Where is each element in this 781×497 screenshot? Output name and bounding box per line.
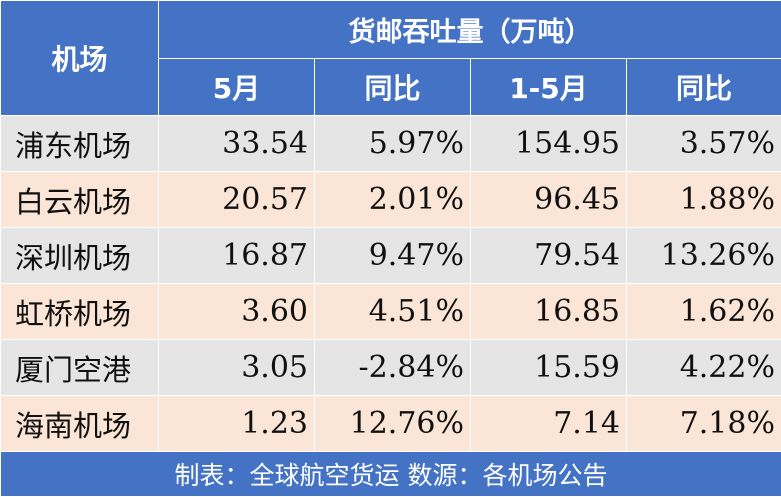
ytd-yoy-value: 3.57% bbox=[627, 116, 781, 172]
table-row: 深圳机场 16.87 9.47% 79.54 13.26% bbox=[1, 228, 781, 284]
cargo-throughput-group-header: 货邮吞吐量（万吨） bbox=[159, 1, 781, 59]
ytd-yoy-column-header: 同比 bbox=[627, 59, 781, 116]
table-row: 浦东机场 33.54 5.97% 154.95 3.57% bbox=[1, 116, 781, 172]
airport-name: 白云机场 bbox=[1, 172, 159, 228]
may-value: 33.54 bbox=[159, 116, 315, 172]
may-value: 16.87 bbox=[159, 228, 315, 284]
may-yoy-value: -2.84% bbox=[315, 340, 471, 396]
ytd-yoy-value: 7.18% bbox=[627, 396, 781, 452]
ytd-yoy-value: 1.88% bbox=[627, 172, 781, 228]
table-row: 厦门空港 3.05 -2.84% 15.59 4.22% bbox=[1, 340, 781, 396]
may-yoy-value: 5.97% bbox=[315, 116, 471, 172]
may-column-header: 5月 bbox=[159, 59, 315, 116]
airport-name: 浦东机场 bbox=[1, 116, 159, 172]
airport-column-header: 机场 bbox=[1, 1, 159, 116]
may-yoy-column-header: 同比 bbox=[315, 59, 471, 116]
may-value: 3.05 bbox=[159, 340, 315, 396]
may-value: 3.60 bbox=[159, 284, 315, 340]
may-value: 1.23 bbox=[159, 396, 315, 452]
ytd-value: 7.14 bbox=[471, 396, 627, 452]
table-row: 虹桥机场 3.60 4.51% 16.85 1.62% bbox=[1, 284, 781, 340]
table-row: 白云机场 20.57 2.01% 96.45 1.88% bbox=[1, 172, 781, 228]
may-yoy-value: 12.76% bbox=[315, 396, 471, 452]
table-row: 海南机场 1.23 12.76% 7.14 7.18% bbox=[1, 396, 781, 452]
may-yoy-value: 4.51% bbox=[315, 284, 471, 340]
ytd-value: 15.59 bbox=[471, 340, 627, 396]
ytd-column-header: 1-5月 bbox=[471, 59, 627, 116]
ytd-value: 16.85 bbox=[471, 284, 627, 340]
may-yoy-value: 2.01% bbox=[315, 172, 471, 228]
airport-name: 海南机场 bbox=[1, 396, 159, 452]
ytd-value: 154.95 bbox=[471, 116, 627, 172]
may-value: 20.57 bbox=[159, 172, 315, 228]
ytd-yoy-value: 4.22% bbox=[627, 340, 781, 396]
ytd-value: 79.54 bbox=[471, 228, 627, 284]
ytd-yoy-value: 13.26% bbox=[627, 228, 781, 284]
airport-name: 深圳机场 bbox=[1, 228, 159, 284]
ytd-value: 96.45 bbox=[471, 172, 627, 228]
airport-name: 厦门空港 bbox=[1, 340, 159, 396]
footer-row: 制表：全球航空货运 数源：各机场公告 bbox=[1, 452, 781, 497]
may-yoy-value: 9.47% bbox=[315, 228, 471, 284]
source-footer: 制表：全球航空货运 数源：各机场公告 bbox=[1, 452, 781, 497]
airport-name: 虹桥机场 bbox=[1, 284, 159, 340]
ytd-yoy-value: 1.62% bbox=[627, 284, 781, 340]
